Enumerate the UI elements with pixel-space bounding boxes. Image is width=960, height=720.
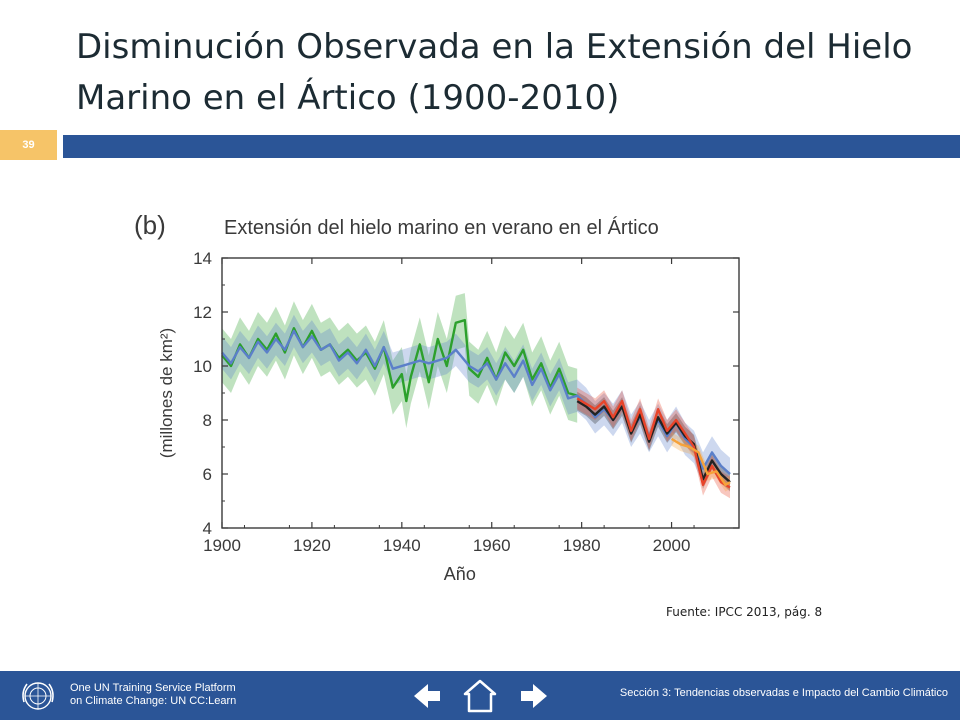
x-axis-label: Año bbox=[444, 564, 476, 584]
x-tick-label: 1920 bbox=[293, 536, 331, 555]
uncertainty-band-1 bbox=[222, 293, 578, 429]
home-icon[interactable] bbox=[461, 676, 499, 716]
y-axis-label: (millones de km²) bbox=[157, 328, 176, 458]
footer-bar: One UN Training Service Platform on Clim… bbox=[0, 671, 960, 720]
figure: (b) Extensión del hielo marino en verano… bbox=[120, 190, 760, 604]
chart-axes: 1900 1920 1940 1960 1980 2000 4 6 8 10 12 14 bbox=[193, 249, 740, 555]
uncertainty-band-2 bbox=[222, 314, 730, 491]
slide-title: Disminución Observada en la Extensión de… bbox=[76, 22, 936, 124]
series-line-4 bbox=[576, 397, 731, 489]
y-tick-label: 10 bbox=[193, 357, 212, 376]
y-tick-label: 12 bbox=[193, 303, 212, 322]
platform-name: One UN Training Service Platform on Clim… bbox=[70, 682, 236, 708]
x-tick-label: 1980 bbox=[563, 536, 601, 555]
arrow-left-icon[interactable] bbox=[408, 676, 446, 716]
series-lines bbox=[221, 318, 731, 489]
y-tick-label: 8 bbox=[203, 411, 212, 430]
series-line-3 bbox=[576, 400, 731, 483]
section-label: Sección 3: Tendencias observadas e Impac… bbox=[619, 687, 948, 699]
source-note: Fuente: IPCC 2013, pág. 8 bbox=[666, 605, 823, 619]
uncertainty-bands bbox=[222, 293, 730, 499]
arrow-right-icon[interactable] bbox=[515, 676, 553, 716]
x-tick-label: 2000 bbox=[653, 536, 691, 555]
un-emblem-icon bbox=[22, 682, 54, 710]
y-tick-label: 14 bbox=[193, 249, 212, 268]
sea-ice-chart: (b) Extensión del hielo marino en verano… bbox=[134, 210, 740, 584]
x-tick-label: 1960 bbox=[473, 536, 511, 555]
platform-line-1: One UN Training Service Platform bbox=[70, 682, 236, 694]
slide-title-line-1: Disminución Observada en la Extensión de… bbox=[76, 27, 913, 67]
slide-title-line-2: Marino en el Ártico (1900-2010) bbox=[76, 78, 620, 118]
y-tick-label: 4 bbox=[203, 519, 212, 538]
chart-title: Extensión del hielo marino en verano en … bbox=[224, 216, 659, 239]
title-divider-bar bbox=[63, 135, 960, 158]
platform-line-2: on Climate Change: UN CC:Learn bbox=[70, 695, 237, 707]
panel-label: (b) bbox=[134, 210, 166, 240]
x-tick-label: 1900 bbox=[203, 536, 241, 555]
series-line-5 bbox=[670, 437, 731, 486]
page-number-badge: 39 bbox=[0, 130, 57, 160]
y-tick-label: 6 bbox=[203, 465, 212, 484]
x-tick-label: 1940 bbox=[383, 536, 421, 555]
